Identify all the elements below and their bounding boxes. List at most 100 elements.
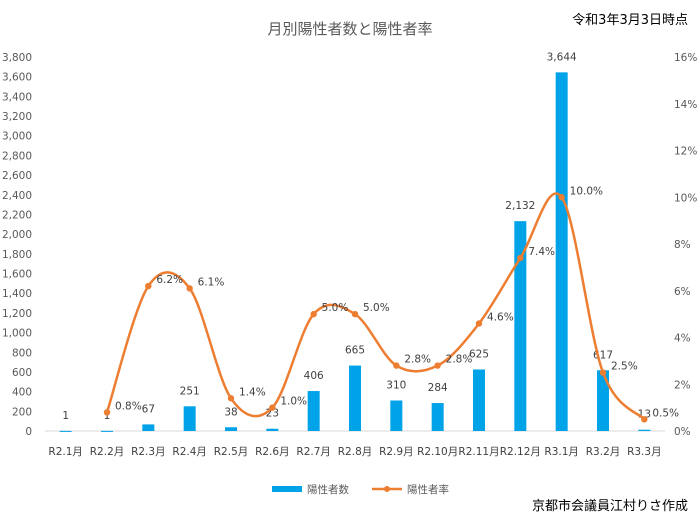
- rate-marker: [103, 409, 111, 416]
- bar-data-label: 406: [304, 370, 324, 382]
- y-right-tick-label: 2%: [674, 379, 691, 391]
- x-category-label: R2.12月: [500, 446, 541, 458]
- rate-marker: [227, 395, 235, 402]
- bar-data-label: 38: [224, 406, 237, 418]
- y-left-tick-label: 3,600: [2, 72, 32, 84]
- rate-data-label: 1.4%: [239, 386, 266, 398]
- rate-marker: [145, 282, 152, 290]
- x-category-label: R3.1月: [544, 446, 579, 458]
- bar-data-label: 665: [345, 345, 365, 357]
- rate-data-label: 2.5%: [611, 361, 638, 373]
- bar-data-label: 625: [469, 348, 489, 360]
- bar-data-label: 1: [62, 410, 69, 422]
- y-left-tick-label: 600: [12, 367, 32, 379]
- legend-line-label: 陽性者率: [407, 483, 449, 496]
- y-left-tick-label: 2,000: [2, 229, 32, 241]
- legend-bar-label: 陽性者数: [307, 483, 349, 496]
- y-left-tick-label: 0: [25, 426, 32, 438]
- bar-data-label: 2,132: [505, 200, 535, 212]
- credit-text: 京都市会議員江村りさ作成: [532, 498, 688, 514]
- rate-marker: [269, 404, 276, 411]
- legend: 陽性者数 陽性者率: [272, 483, 449, 496]
- bar-data-label: 67: [142, 403, 155, 415]
- left-axis: 0 200 400 600 800 1,000 1,200 1,400 1,600 1,800 2,…: [2, 52, 32, 438]
- x-category-label: R2.9月: [379, 446, 414, 458]
- y-left-tick-label: 1,400: [2, 288, 32, 300]
- rate-marker: [186, 285, 193, 292]
- rate-data-label: 5.0%: [363, 302, 390, 314]
- x-category-label: R2.3月: [131, 446, 166, 458]
- rate-data-label: 10.0%: [570, 185, 603, 197]
- right-axis: 0% 2% 4% 6% 8% 10% 12% 14% 16%: [674, 52, 697, 438]
- bar: [307, 391, 320, 431]
- rate-data-label: 5.0%: [322, 302, 349, 314]
- y-left-tick-label: 200: [12, 406, 32, 418]
- line-series: 0.8% 6.2% 6.1% 1.4% 1.0% 5.0% 5.0% 2.8% 2.8% 4.6%…: [103, 185, 679, 423]
- rate-data-label: 7.4%: [528, 246, 555, 258]
- rate-data-label: 6.2%: [156, 274, 183, 286]
- y-left-tick-label: 2,200: [2, 209, 32, 221]
- bar: [473, 369, 485, 431]
- y-right-tick-label: 4%: [674, 333, 691, 345]
- bar: [59, 430, 72, 432]
- y-right-tick-label: 8%: [674, 239, 691, 251]
- bar: [142, 424, 155, 431]
- bar-data-label: 310: [386, 379, 406, 391]
- legend-line-marker: [384, 486, 390, 492]
- rate-marker: [517, 254, 524, 262]
- bar: [225, 427, 237, 431]
- x-category-label: R2.1月: [48, 446, 83, 458]
- y-right-tick-label: 0%: [674, 426, 691, 438]
- rate-marker: [351, 310, 359, 318]
- y-left-tick-label: 2,400: [2, 190, 32, 202]
- bar-data-label: 251: [180, 385, 200, 397]
- bar-data-label: 284: [428, 382, 448, 394]
- bar: [597, 370, 609, 431]
- rate-marker: [475, 320, 483, 327]
- y-left-tick-label: 400: [12, 387, 32, 399]
- bar: [101, 430, 113, 432]
- y-right-tick-label: 12%: [674, 146, 697, 158]
- y-left-tick-label: 1,800: [2, 249, 32, 261]
- y-left-tick-label: 3,800: [2, 52, 32, 64]
- y-right-tick-label: 6%: [674, 286, 691, 298]
- rate-marker: [434, 362, 441, 369]
- x-category-label: R3.2月: [586, 446, 621, 458]
- x-category-label: R2.8月: [338, 446, 373, 458]
- legend-bar-swatch: [272, 486, 302, 492]
- rate-data-label: 0.8%: [115, 400, 142, 412]
- bar: [183, 406, 196, 431]
- rate-marker: [558, 194, 565, 201]
- y-left-tick-label: 3,200: [2, 111, 32, 123]
- rate-marker: [641, 416, 648, 423]
- y-left-tick-label: 2,600: [2, 170, 32, 182]
- y-left-tick-label: 3,400: [2, 91, 32, 103]
- x-category-label: R2.11月: [458, 446, 499, 458]
- y-left-tick-label: 2,800: [2, 150, 32, 162]
- bar: [638, 429, 651, 431]
- y-left-tick-label: 800: [12, 347, 32, 359]
- bar: [514, 221, 527, 431]
- rate-data-label: 2.8%: [446, 354, 473, 366]
- y-left-tick-label: 1,600: [2, 269, 32, 281]
- bar: [431, 403, 444, 431]
- x-category-label: R2.7月: [296, 446, 331, 458]
- bar-data-label: 1: [104, 410, 111, 422]
- x-category-label: R3.3月: [627, 446, 662, 458]
- y-left-tick-label: 1,000: [2, 328, 32, 340]
- rate-data-label: 0.5%: [652, 407, 679, 419]
- rate-data-label: 6.1%: [198, 276, 225, 288]
- rate-data-label: 2.8%: [404, 354, 431, 366]
- y-right-tick-label: 16%: [674, 52, 697, 64]
- x-category-label: R2.6月: [255, 446, 290, 458]
- x-category-label: R2.2月: [90, 446, 125, 458]
- chart-title: 月別陽性者数と陽性者率: [267, 20, 432, 38]
- rate-marker: [310, 310, 317, 318]
- y-left-tick-label: 3,000: [2, 131, 32, 143]
- x-category-label: R2.5月: [214, 446, 249, 458]
- rate-data-label: 1.0%: [280, 396, 307, 408]
- rate-marker: [599, 369, 607, 376]
- bar: [349, 365, 361, 431]
